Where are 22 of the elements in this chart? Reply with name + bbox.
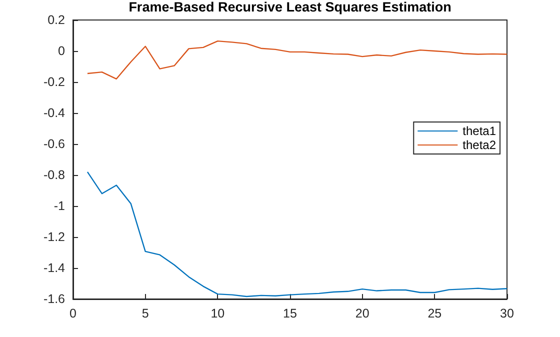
line-series <box>86 40 508 80</box>
y-tick-label: -0.8 <box>43 168 66 182</box>
y-tick-label: -1.4 <box>43 261 66 275</box>
y-tick-label: -1.6 <box>43 292 66 306</box>
x-tick-label: 25 <box>428 306 442 320</box>
x-tick-label: 15 <box>283 306 297 320</box>
x-tick-label: 20 <box>355 306 370 320</box>
x-tick-label: 10 <box>210 306 225 320</box>
y-tick-label: -0.4 <box>43 106 66 120</box>
y-tick-label: -1.2 <box>43 230 66 244</box>
line-series <box>86 171 508 298</box>
legend-label: theta1 <box>462 124 496 138</box>
x-tick-label: 0 <box>70 306 77 320</box>
y-tick-label: -0.2 <box>43 75 66 89</box>
y-tick-label: 0 <box>58 44 66 58</box>
x-tick-label: 30 <box>500 306 514 320</box>
legend-label: theta2 <box>462 138 496 152</box>
y-tick-label: -1 <box>54 199 66 213</box>
chart-title: Frame-Based Recursive Least Squares Estimation <box>128 0 452 14</box>
y-tick-label: 0.2 <box>48 13 66 27</box>
x-tick-label: 5 <box>142 306 149 320</box>
y-tick-label: -0.6 <box>43 137 66 151</box>
